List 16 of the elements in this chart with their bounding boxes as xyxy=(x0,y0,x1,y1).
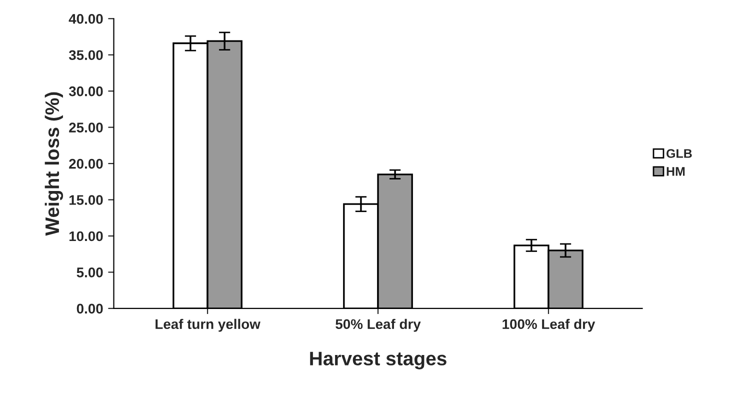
x-tick-label: Leaf turn yellow xyxy=(156,318,260,332)
y-axis-title: Weight loss (%) xyxy=(44,92,64,236)
y-tick-label: 5.00 xyxy=(76,268,103,278)
x-axis-title: Harvest stages xyxy=(310,352,446,370)
y-tick-label: 0.00 xyxy=(76,304,103,314)
legend-label: HM xyxy=(666,167,685,176)
y-tick-label: 35.00 xyxy=(68,50,103,60)
y-tick-label: 10.00 xyxy=(69,231,103,242)
y-tick-label: 15.00 xyxy=(69,195,103,205)
x-tick-label: 50% Leaf dry xyxy=(336,318,421,332)
y-tick-label: 40.00 xyxy=(68,14,103,24)
y-tick-label: 30.00 xyxy=(68,86,103,96)
legend-label: GLB xyxy=(666,149,692,158)
y-tick-label: 25.00 xyxy=(69,122,103,132)
y-tick-label: 20.00 xyxy=(69,158,103,169)
x-tick-label: 100% Leaf dry xyxy=(502,318,596,332)
